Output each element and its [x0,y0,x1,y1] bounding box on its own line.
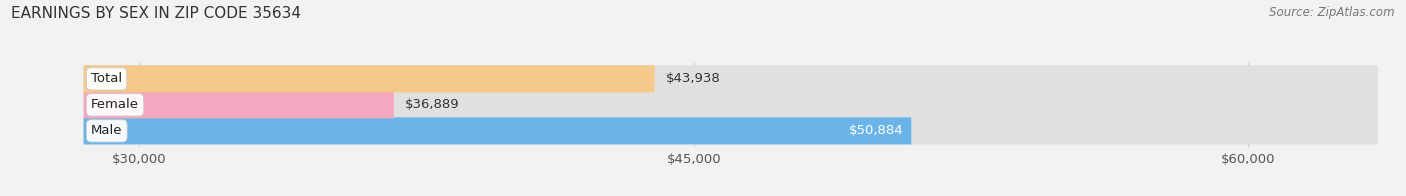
Text: $36,889: $36,889 [405,98,460,111]
FancyBboxPatch shape [83,117,911,144]
FancyBboxPatch shape [83,65,654,92]
FancyBboxPatch shape [83,117,1378,144]
Text: $50,884: $50,884 [849,124,904,137]
Text: Total: Total [91,72,122,85]
Text: Male: Male [91,124,122,137]
Text: $43,938: $43,938 [665,72,720,85]
FancyBboxPatch shape [83,91,394,118]
FancyBboxPatch shape [83,91,1378,118]
Text: EARNINGS BY SEX IN ZIP CODE 35634: EARNINGS BY SEX IN ZIP CODE 35634 [11,6,301,21]
FancyBboxPatch shape [83,65,1378,92]
Text: Female: Female [91,98,139,111]
Text: Source: ZipAtlas.com: Source: ZipAtlas.com [1270,6,1395,19]
